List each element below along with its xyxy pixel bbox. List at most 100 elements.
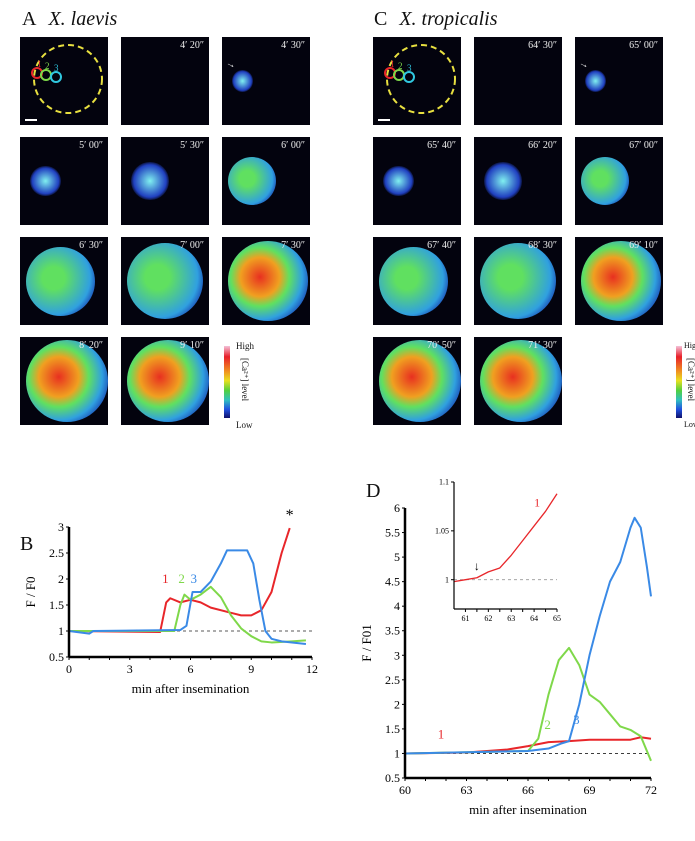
y-tick-label: 4 [394, 599, 400, 613]
calcium-signal [379, 340, 461, 422]
y-tick-label: 0.5 [49, 650, 64, 664]
calcium-signal [379, 246, 448, 316]
y-tick-label: 1.05 [435, 527, 449, 536]
calcium-signal [131, 162, 169, 200]
panel-a-timelapse-frame: 4′ 30″ → [222, 37, 310, 125]
timestamp-label: 8′ 20″ [79, 340, 103, 351]
svg-text:3: 3 [407, 63, 412, 73]
x-tick-label: 61 [461, 614, 469, 623]
series-line-2 [404, 646, 652, 762]
panel-c-timelapse-frame: 64′ 30″ [474, 37, 562, 125]
series-label-1: 1 [162, 571, 169, 586]
series-line-1 [68, 527, 291, 634]
calcium-signal [127, 243, 203, 319]
panel-a-timelapse-frame: 6′ 30″ [20, 237, 108, 325]
series-line-3 [68, 549, 307, 645]
calcium-signal [228, 157, 276, 205]
timestamp-label: 65′ 00″ [629, 40, 658, 51]
y-tick-label: 3 [58, 520, 64, 534]
x-tick-label: 3 [127, 662, 133, 676]
y-tick-label: 3.5 [385, 624, 400, 638]
svg-text:3: 3 [54, 63, 59, 73]
series-label-1: 1 [438, 727, 445, 742]
colorbar-a [224, 346, 230, 418]
y-tick-label: 2.5 [49, 546, 64, 560]
y-tick-label: 1.1 [439, 478, 449, 487]
timestamp-label: 66′ 20″ [528, 140, 557, 151]
y-tick-label: 2 [58, 572, 64, 586]
timestamp-label: 67′ 00″ [629, 140, 658, 151]
svg-text:2: 2 [398, 61, 403, 71]
inset-series-label: 1 [534, 495, 540, 509]
x-tick-label: 64 [530, 614, 538, 623]
timestamp-label: 4′ 30″ [281, 40, 305, 51]
panel-b-letter: B [20, 533, 34, 555]
y-tick-label: 1 [58, 624, 64, 638]
y-tick-label: 6 [394, 501, 400, 515]
x-tick-label: 72 [645, 783, 657, 797]
y-tick-label: 1.5 [385, 722, 400, 736]
calcium-signal [484, 162, 522, 200]
y-tick-label: 2.5 [385, 673, 400, 687]
calcium-signal [480, 340, 562, 422]
svg-text:1: 1 [390, 59, 395, 69]
timestamp-label: 64′ 30″ [528, 40, 557, 51]
onset-arrow-icon: ↓ [474, 559, 480, 573]
x-tick-label: 63 [461, 783, 473, 797]
timestamp-label: 7′ 30″ [281, 240, 305, 251]
x-tick-label: 62 [484, 614, 492, 623]
colorbar-low: Low [236, 420, 253, 430]
svg-text:2: 2 [45, 61, 50, 71]
timestamp-label: 68′ 30″ [528, 240, 557, 251]
timestamp-label: 5′ 30″ [180, 140, 204, 151]
panel-c-timelapse-frame: 69′ 10″ [575, 237, 663, 325]
calcium-signal [581, 157, 629, 205]
calcium-signal [480, 243, 556, 319]
significance-marker: * [286, 507, 294, 524]
panel-a-timelapse-frame: 5′ 30″ [121, 137, 209, 225]
panel-c-letter: C [374, 8, 388, 30]
timestamp-label: 5′ 00″ [79, 140, 103, 151]
calcium-signal [26, 246, 95, 316]
series-line-2 [69, 585, 306, 644]
calcium-signal [383, 165, 414, 197]
colorbar-low: Low [684, 420, 695, 429]
series-label-2: 2 [178, 571, 185, 586]
x-tick-label: 63 [507, 614, 515, 623]
x-tick-label: 69 [584, 783, 596, 797]
timestamp-label: 6′ 00″ [281, 140, 305, 151]
panel-a-timelapse-frame: 4′ 20″ [121, 37, 209, 125]
calcium-signal [232, 70, 254, 92]
panel-c-timelapse-frame: 65′ 40″ [373, 137, 461, 225]
timestamp-label: 71′ 30″ [528, 340, 557, 351]
x-tick-label: 66 [522, 783, 534, 797]
timestamp-label: 69′ 10″ [629, 240, 658, 251]
timestamp-label: 4′ 20″ [180, 40, 204, 51]
y-tick-label: 1 [445, 575, 449, 584]
calcium-signal [585, 70, 607, 92]
panel-c-timelapse-frame: 71′ 30″ [474, 337, 562, 425]
panel-a-title: A X. laevis [22, 8, 117, 31]
colorbar-c [676, 346, 682, 418]
panel-c-timelapse-frame: 67′ 40″ [373, 237, 461, 325]
timestamp-label: 70′ 50″ [427, 340, 456, 351]
panel-a-timelapse-frame: 5′ 00″ [20, 137, 108, 225]
series-label-3: 3 [573, 712, 580, 727]
panel-c-timelapse-frame: 67′ 00″ [575, 137, 663, 225]
panel-a-timelapse-frame: 8′ 20″ [20, 337, 108, 425]
calcium-signal [26, 340, 108, 422]
y-tick-label: 5.5 [385, 526, 400, 540]
panel-c-species: X. tropicalis [399, 8, 498, 30]
y-axis-label: F / F01 [359, 624, 374, 662]
y-tick-label: 2 [394, 697, 400, 711]
x-tick-label: 12 [306, 662, 318, 676]
y-tick-label: 4.5 [385, 575, 400, 589]
x-tick-label: 65 [553, 614, 561, 623]
panel-a-species: X. laevis [48, 8, 118, 30]
series-label-2: 2 [544, 717, 551, 732]
calcium-signal [30, 165, 61, 197]
panel-d-letter: D [366, 480, 381, 502]
